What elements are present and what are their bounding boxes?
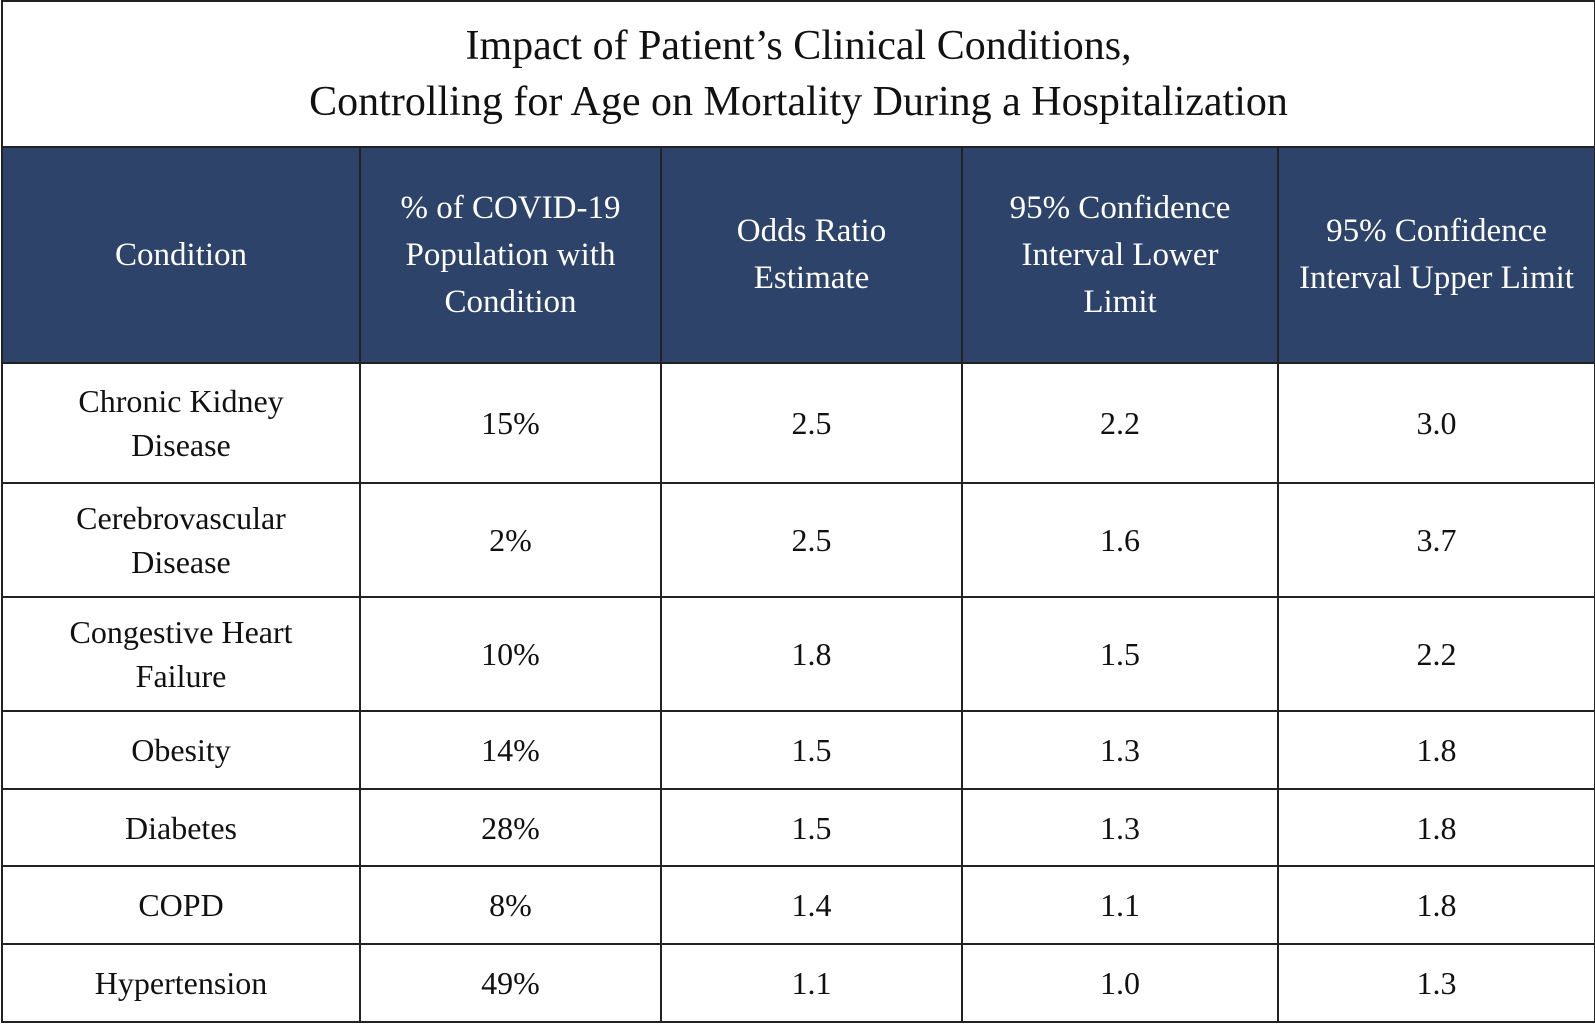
value-cell: 3.0 (1276, 362, 1595, 484)
table-body: Chronic Kidney Disease 15% 2.5 2.2 3.0 Cerebr… (1, 362, 1595, 1023)
value-cell: 1.8 (1276, 788, 1595, 867)
value-cell: 2% (359, 482, 662, 598)
table-row: Cerebrovascular Disease 2% 2.5 1.6 3.7 (1, 482, 1595, 598)
value-cell: 1.3 (1276, 943, 1595, 1023)
value-cell: 49% (359, 943, 662, 1023)
header-cell: Odds Ratio Estimate (660, 146, 963, 364)
condition-cell: Obesity (1, 710, 361, 790)
value-cell: 1.6 (961, 482, 1279, 598)
condition-cell: Diabetes (1, 788, 361, 867)
condition-cell: COPD (1, 865, 361, 945)
value-cell: 3.7 (1276, 482, 1595, 598)
header-cell: Condition (1, 146, 361, 364)
value-cell: 2.5 (660, 362, 963, 484)
value-cell: 28% (359, 788, 662, 867)
title-line: Controlling for Age on Mortality During … (309, 79, 1288, 125)
value-cell: 1.1 (961, 865, 1279, 945)
value-cell: 2.2 (1276, 596, 1595, 712)
table-row: Obesity 14% 1.5 1.3 1.8 (1, 710, 1595, 790)
table-row: Chronic Kidney Disease 15% 2.5 2.2 3.0 (1, 362, 1595, 484)
value-cell: 1.8 (1276, 865, 1595, 945)
value-cell: 2.5 (660, 482, 963, 598)
header-cell: 95% Confidence Interval Upper Limit (1276, 146, 1595, 364)
value-cell: 1.1 (660, 943, 963, 1023)
value-cell: 1.5 (660, 788, 963, 867)
value-cell: 2.2 (961, 362, 1279, 484)
table-row: COPD 8% 1.4 1.1 1.8 (1, 865, 1595, 945)
table-row: Diabetes 28% 1.5 1.3 1.8 (1, 788, 1595, 867)
table-head: Impact of Patient’s Clinical Conditions,… (0, 0, 1595, 364)
value-cell: 1.8 (660, 596, 963, 712)
value-cell: 8% (359, 865, 662, 945)
title: Impact of Patient’s Clinical Conditions,… (0, 0, 1595, 148)
title-line: Impact of Patient’s Clinical Conditions, (465, 23, 1132, 69)
table-row: Hypertension 49% 1.1 1.0 1.3 (1, 943, 1595, 1023)
title-row: Impact of Patient’s Clinical Conditions,… (0, 0, 1595, 148)
header-row: Condition% of COVID-19 Population with C… (1, 146, 1595, 364)
condition-cell: Congestive Heart Failure (1, 596, 361, 712)
condition-cell: Hypertension (1, 943, 361, 1023)
value-cell: 1.0 (961, 943, 1279, 1023)
value-cell: 1.3 (961, 788, 1279, 867)
value-cell: 1.4 (660, 865, 963, 945)
value-cell: 14% (359, 710, 662, 790)
condition-cell: Cerebrovascular Disease (1, 482, 361, 598)
value-cell: 10% (359, 596, 662, 712)
header-cell: 95% Confidence Interval Lower Limit (961, 146, 1279, 364)
value-cell: 1.5 (660, 710, 963, 790)
value-cell: 1.5 (961, 596, 1279, 712)
value-cell: 15% (359, 362, 662, 484)
header-cell: % of COVID-19 Population with Condition (359, 146, 662, 364)
condition-cell: Chronic Kidney Disease (1, 362, 361, 484)
value-cell: 1.3 (961, 710, 1279, 790)
value-cell: 1.8 (1276, 710, 1595, 790)
table-row: Congestive Heart Failure 10% 1.8 1.5 2.2 (1, 596, 1595, 712)
